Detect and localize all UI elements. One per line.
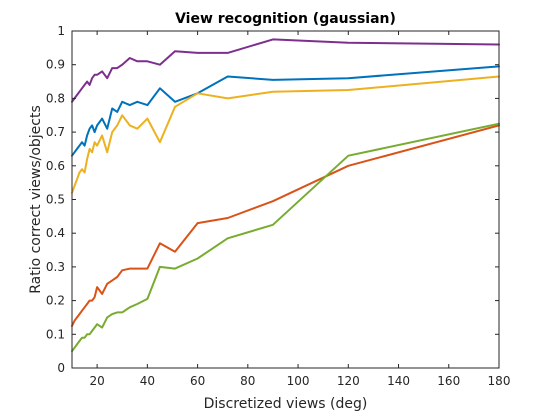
y-axis-label: Ratio correct views/objects	[28, 105, 44, 294]
chart-title: View recognition (gaussian)	[175, 11, 396, 27]
x-tick-label: 160	[437, 374, 460, 388]
x-tick-label: 60	[190, 374, 205, 388]
y-tick-label: 1	[57, 24, 65, 38]
x-tick-label: 20	[89, 374, 104, 388]
x-tick-label: 80	[240, 374, 255, 388]
y-tick-label: 0.7	[46, 125, 65, 139]
x-tick-label: 120	[337, 374, 360, 388]
y-tick-label: 0	[57, 361, 65, 375]
y-tick-label: 0.3	[46, 260, 65, 274]
x-tick-label: 100	[287, 374, 310, 388]
x-tick-label: 140	[387, 374, 410, 388]
y-tick-label: 0.2	[46, 294, 65, 308]
y-tick-label: 0.8	[46, 91, 65, 105]
x-tick-label: 180	[488, 374, 511, 388]
x-tick-label: 40	[140, 374, 155, 388]
y-tick-label: 0.4	[46, 226, 65, 240]
y-tick-label: 0.5	[46, 193, 65, 207]
y-tick-label: 0.6	[46, 159, 65, 173]
y-tick-label: 0.1	[46, 327, 65, 341]
x-axis-label: Discretized views (deg)	[204, 396, 368, 412]
y-tick-label: 0.9	[46, 58, 65, 72]
